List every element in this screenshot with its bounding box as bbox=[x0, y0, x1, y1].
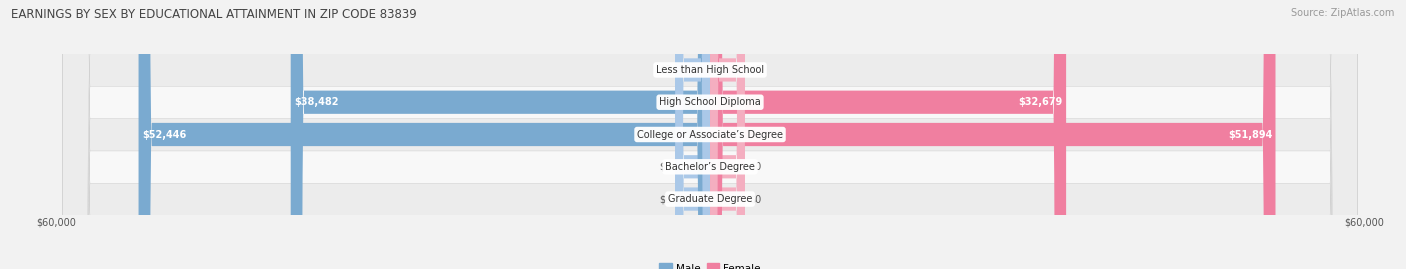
FancyBboxPatch shape bbox=[710, 0, 745, 269]
Text: $0: $0 bbox=[659, 65, 671, 75]
FancyBboxPatch shape bbox=[675, 0, 710, 269]
FancyBboxPatch shape bbox=[63, 0, 1357, 269]
Text: $0: $0 bbox=[659, 162, 671, 172]
FancyBboxPatch shape bbox=[63, 0, 1357, 269]
Text: Less than High School: Less than High School bbox=[657, 65, 763, 75]
Text: EARNINGS BY SEX BY EDUCATIONAL ATTAINMENT IN ZIP CODE 83839: EARNINGS BY SEX BY EDUCATIONAL ATTAINMEN… bbox=[11, 8, 418, 21]
Text: $32,679: $32,679 bbox=[1018, 97, 1063, 107]
FancyBboxPatch shape bbox=[291, 0, 710, 269]
Text: $51,894: $51,894 bbox=[1227, 129, 1272, 140]
Text: High School Diploma: High School Diploma bbox=[659, 97, 761, 107]
Text: College or Associate’s Degree: College or Associate’s Degree bbox=[637, 129, 783, 140]
FancyBboxPatch shape bbox=[710, 0, 1275, 269]
FancyBboxPatch shape bbox=[710, 0, 745, 269]
FancyBboxPatch shape bbox=[710, 0, 745, 269]
FancyBboxPatch shape bbox=[710, 0, 1066, 269]
FancyBboxPatch shape bbox=[675, 0, 710, 269]
Text: Graduate Degree: Graduate Degree bbox=[668, 194, 752, 204]
Text: $0: $0 bbox=[749, 194, 761, 204]
Legend: Male, Female: Male, Female bbox=[655, 259, 765, 269]
Text: $38,482: $38,482 bbox=[294, 97, 339, 107]
Text: $0: $0 bbox=[659, 194, 671, 204]
Text: $0: $0 bbox=[749, 65, 761, 75]
FancyBboxPatch shape bbox=[675, 0, 710, 269]
Text: Source: ZipAtlas.com: Source: ZipAtlas.com bbox=[1291, 8, 1395, 18]
Text: $0: $0 bbox=[749, 162, 761, 172]
Text: Bachelor’s Degree: Bachelor’s Degree bbox=[665, 162, 755, 172]
FancyBboxPatch shape bbox=[139, 0, 710, 269]
FancyBboxPatch shape bbox=[63, 0, 1357, 269]
FancyBboxPatch shape bbox=[63, 0, 1357, 269]
FancyBboxPatch shape bbox=[63, 0, 1357, 269]
Text: $52,446: $52,446 bbox=[142, 129, 186, 140]
